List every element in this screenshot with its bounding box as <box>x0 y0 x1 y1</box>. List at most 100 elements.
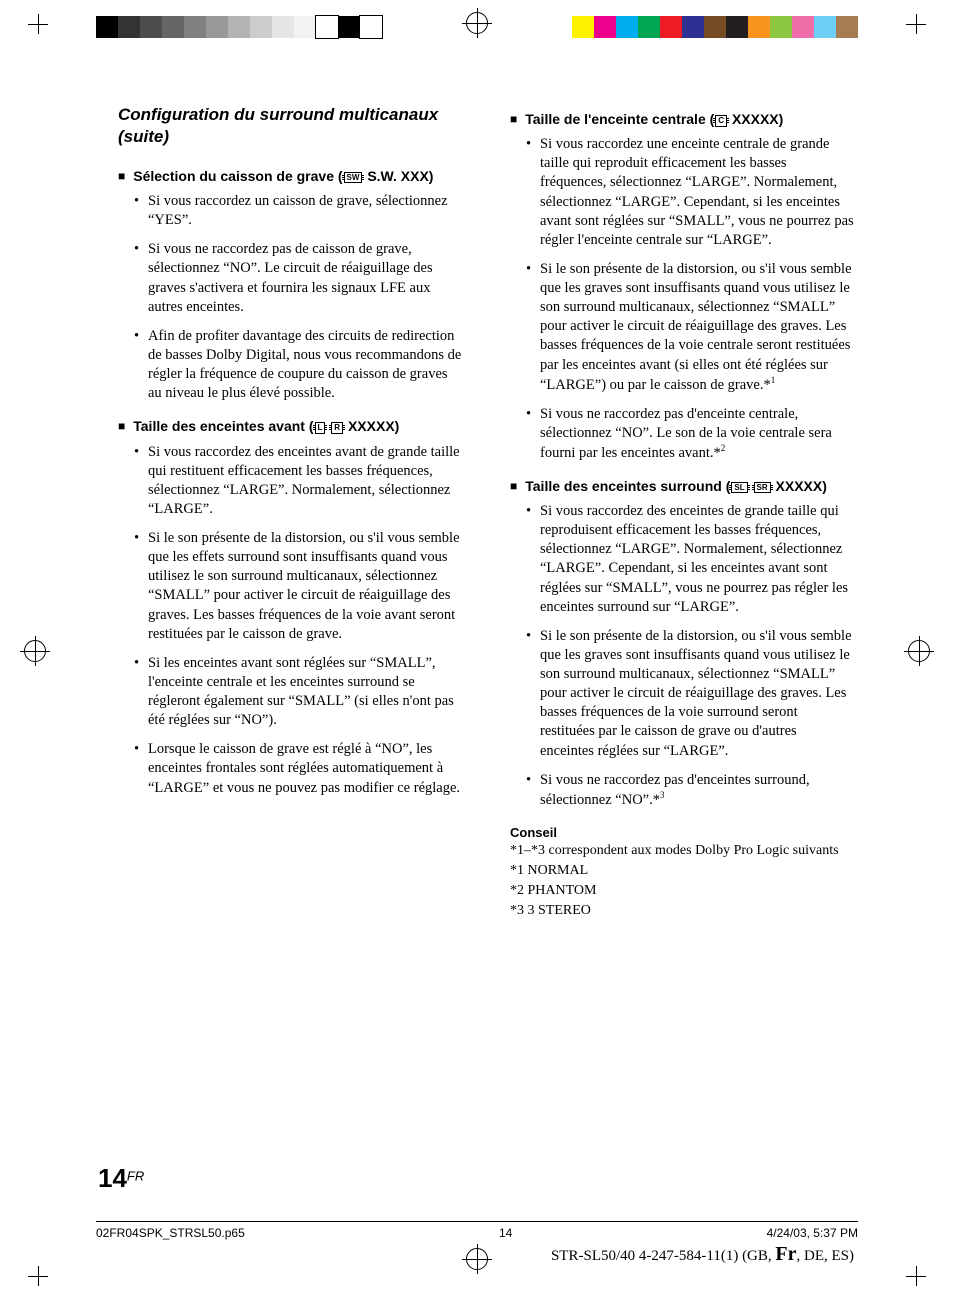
speaker-sw-icon: SW <box>344 172 363 184</box>
swatch <box>748 16 770 38</box>
swatch <box>316 16 338 38</box>
tip-line: *1 NORMAL <box>510 862 854 881</box>
speaker-r-icon: R <box>331 422 343 434</box>
crop-mark <box>28 14 48 34</box>
speaker-c-icon: C <box>715 115 727 127</box>
heading-text: Sélection du caisson de grave ( <box>133 168 342 184</box>
bullet-list: Si vous raccordez des enceintes de grand… <box>526 502 854 810</box>
list-item: Si le son présente de la distorsion, ou … <box>526 260 854 395</box>
footnote-ref: 2 <box>721 443 726 453</box>
list-item: Si vous raccordez des enceintes avant de… <box>134 443 462 520</box>
bullet-text: Si vous ne raccordez pas d'enceinte cent… <box>540 406 832 461</box>
section-heading-front: ■ Taille des enceintes avant (L R XXXXX) <box>118 417 462 436</box>
swatch <box>616 16 638 38</box>
swatch <box>184 16 206 38</box>
tip-body: *1–*3 correspondent aux modes Dolby Pro … <box>510 842 854 921</box>
footnote-ref: 1 <box>771 375 776 385</box>
swatch <box>704 16 726 38</box>
heading-text: XXXXX) <box>772 478 827 494</box>
color-bar <box>572 16 858 38</box>
page-number-value: 14 <box>98 1163 127 1193</box>
swatch <box>250 16 272 38</box>
bullet-square-icon: ■ <box>118 417 125 436</box>
bullet-list: Si vous raccordez une enceinte centrale … <box>526 135 854 463</box>
footnote-ref: 3 <box>660 790 665 800</box>
page-content: Configuration du surround multicanaux (s… <box>118 104 854 920</box>
swatch <box>206 16 228 38</box>
swatch <box>228 16 250 38</box>
list-item: Si vous raccordez un caisson de grave, s… <box>134 192 462 230</box>
swatch <box>792 16 814 38</box>
heading-text: Taille des enceintes surround ( <box>525 478 730 494</box>
section-heading-subwoofer: ■ Sélection du caisson de grave (SW S.W.… <box>118 167 462 186</box>
slug-date: 4/24/03, 5:37 PM <box>767 1226 858 1240</box>
swatch <box>726 16 748 38</box>
list-item: Si vous ne raccordez pas d'enceinte cent… <box>526 405 854 463</box>
slug-line: 02FR04SPK_STRSL50.p65 14 4/24/03, 5:37 P… <box>96 1221 858 1240</box>
bullet-square-icon: ■ <box>118 167 125 186</box>
swatch <box>638 16 660 38</box>
swatch <box>96 16 118 38</box>
swatch <box>660 16 682 38</box>
list-item: Si vous ne raccordez pas d'enceintes sur… <box>526 771 854 810</box>
swatch <box>836 16 858 38</box>
list-item: Si le son présente de la distorsion, ou … <box>526 627 854 761</box>
tip-line: *1–*3 correspondent aux modes Dolby Pro … <box>510 842 854 861</box>
right-column: ■ Taille de l'enceinte centrale (C XXXXX… <box>510 104 854 920</box>
list-item: Afin de profiter davantage des circuits … <box>134 327 462 404</box>
crop-mark <box>906 1266 926 1286</box>
bullet-square-icon: ■ <box>510 477 517 496</box>
swatch <box>594 16 616 38</box>
heading-text: XXXXX) <box>344 418 399 434</box>
heading-text: XXXXX) <box>728 111 783 127</box>
list-item: Si vous ne raccordez pas de caisson de g… <box>134 240 462 317</box>
list-item: Si vous raccordez une enceinte centrale … <box>526 135 854 250</box>
model-lang-current: Fr <box>775 1243 796 1265</box>
model-text: STR-SL50/40 4-247-584-11(1) (GB, <box>551 1248 775 1264</box>
speaker-sl-icon: SL <box>731 482 747 494</box>
section-heading-surround: ■ Taille des enceintes surround (SL SR X… <box>510 477 854 496</box>
registration-target <box>466 12 488 34</box>
left-column: Configuration du surround multicanaux (s… <box>118 104 462 920</box>
registration-target <box>24 640 46 662</box>
swatch <box>140 16 162 38</box>
page-number: 14FR <box>98 1163 144 1194</box>
swatch <box>572 16 594 38</box>
bullet-text: Si le son présente de la distorsion, ou … <box>540 261 852 393</box>
heading-text: S.W. XXX) <box>363 168 433 184</box>
tip-line: *3 3 STEREO <box>510 902 854 921</box>
crop-mark <box>906 14 926 34</box>
tip-line: *2 PHANTOM <box>510 882 854 901</box>
swatch <box>338 16 360 38</box>
swatch <box>682 16 704 38</box>
bullet-list: Si vous raccordez un caisson de grave, s… <box>134 192 462 403</box>
model-line: STR-SL50/40 4-247-584-11(1) (GB, Fr, DE,… <box>551 1243 854 1266</box>
slug-filename: 02FR04SPK_STRSL50.p65 <box>96 1226 245 1240</box>
swatch <box>118 16 140 38</box>
bullet-square-icon: ■ <box>510 110 517 129</box>
grayscale-bar <box>96 16 382 38</box>
speaker-l-icon: L <box>315 422 326 434</box>
list-item: Lorsque le caisson de grave est réglé à … <box>134 740 462 797</box>
tip-heading: Conseil <box>510 824 854 841</box>
swatch <box>814 16 836 38</box>
swatch <box>294 16 316 38</box>
swatch <box>162 16 184 38</box>
section-heading-center: ■ Taille de l'enceinte centrale (C XXXXX… <box>510 110 854 129</box>
crop-mark <box>28 1266 48 1286</box>
heading-text: Taille des enceintes avant ( <box>133 418 313 434</box>
list-item: Si les enceintes avant sont réglées sur … <box>134 654 462 731</box>
list-item: Si vous raccordez des enceintes de grand… <box>526 502 854 617</box>
list-item: Si le son présente de la distorsion, ou … <box>134 529 462 644</box>
page-number-lang: FR <box>127 1169 144 1184</box>
registration-target <box>466 1248 488 1270</box>
page-title: Configuration du surround multicanaux (s… <box>118 104 462 149</box>
bullet-list: Si vous raccordez des enceintes avant de… <box>134 443 462 798</box>
model-text: , DE, ES) <box>797 1248 855 1264</box>
registration-target <box>908 640 930 662</box>
swatch <box>770 16 792 38</box>
speaker-sr-icon: SR <box>754 482 771 494</box>
bullet-text: Si vous ne raccordez pas d'enceintes sur… <box>540 772 810 808</box>
heading-text: Taille de l'enceinte centrale ( <box>525 111 714 127</box>
slug-page: 14 <box>499 1226 512 1240</box>
